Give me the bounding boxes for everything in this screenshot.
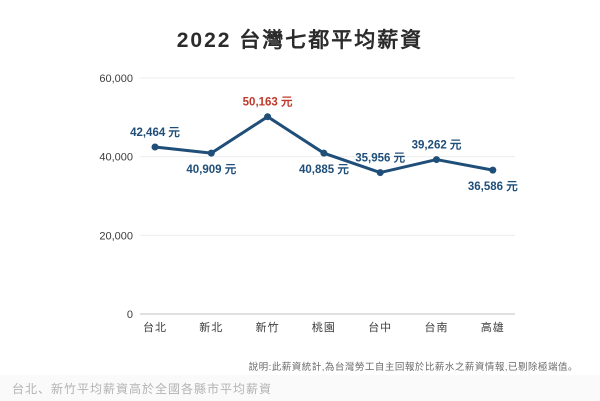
data-point-label-highlight: 50,163 元 bbox=[243, 96, 293, 109]
data-point-label: 36,586 元 bbox=[468, 180, 518, 193]
data-point bbox=[264, 113, 272, 121]
x-tick-label: 台南 bbox=[425, 320, 449, 334]
x-tick-label: 新北 bbox=[199, 320, 223, 334]
data-point bbox=[320, 149, 328, 157]
y-tick-label: 20,000 bbox=[99, 230, 133, 242]
x-tick-label: 新竹 bbox=[256, 320, 280, 334]
data-point bbox=[376, 169, 384, 177]
data-point bbox=[489, 166, 497, 174]
data-point-label: 40,885 元 bbox=[299, 163, 349, 176]
bottom-caption: 台北、新竹平均薪資高於全國各縣市平均薪資 bbox=[12, 381, 273, 396]
data-point bbox=[433, 156, 440, 164]
data-point-label: 42,464 元 bbox=[130, 126, 180, 139]
y-tick-label: 60,000 bbox=[99, 73, 133, 85]
data-point-label: 40,909 元 bbox=[186, 163, 236, 176]
data-point-label: 39,262 元 bbox=[412, 139, 462, 152]
data-point bbox=[207, 149, 215, 157]
y-tick-label: 0 bbox=[127, 309, 133, 321]
chart-title: 2022 台灣七都平均薪資 bbox=[176, 29, 424, 52]
x-tick-label: 台中 bbox=[368, 320, 392, 334]
x-tick-label: 桃園 bbox=[312, 320, 336, 334]
x-tick-label: 台北 bbox=[143, 320, 167, 334]
line-chart: 0 20,000 40,000 60,000 台北 新北 新竹 桃園 台中 台南 高雄 42,464 … bbox=[99, 73, 518, 334]
y-tick-label: 40,000 bbox=[99, 152, 133, 164]
x-tick-label: 高雄 bbox=[481, 320, 505, 334]
chart-footnote: 說明:此薪資統計,為台灣勞工自主回報於比薪水之薪資情報,已剔除極端值。 bbox=[248, 362, 578, 373]
caption-strip: 台北、新竹平均薪資高於全國各縣市平均薪資 bbox=[0, 375, 600, 401]
data-point bbox=[151, 143, 159, 151]
data-point-label: 35,956 元 bbox=[355, 152, 405, 165]
